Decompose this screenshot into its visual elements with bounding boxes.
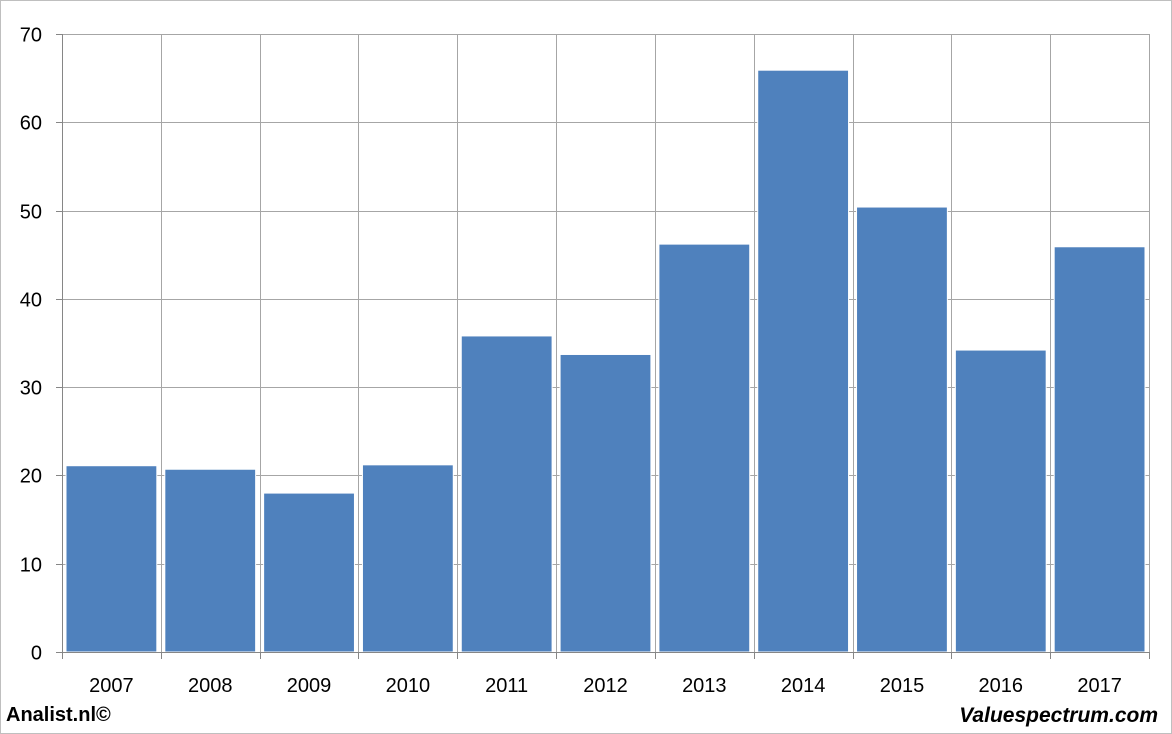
- x-tick-label: 2013: [682, 675, 727, 697]
- bar-2017: [1053, 246, 1146, 653]
- bar-2012: [559, 353, 652, 653]
- bar-2007: [65, 465, 158, 653]
- x-tick-label: 2012: [583, 675, 628, 697]
- bar-2010: [361, 464, 454, 653]
- bar-2008: [164, 468, 257, 653]
- x-tick-label: 2014: [781, 675, 826, 697]
- y-tick-label: 30: [20, 378, 42, 400]
- y-tick-label: 60: [20, 113, 42, 135]
- x-tick-labels: 2007 2008 2009 2010 2011 2012 2013 2014 2015 2016…: [89, 675, 1122, 697]
- y-tick-label: 20: [20, 466, 42, 488]
- valuespectrum-credit: Valuespectrum.com: [959, 704, 1158, 727]
- y-tick-label: 50: [20, 202, 42, 224]
- y-tick-labels: 0 10 20 30 40 50 60 70: [20, 25, 42, 665]
- y-tick-label: 40: [20, 290, 42, 312]
- bar-2014: [757, 69, 850, 653]
- x-tick-label: 2011: [485, 675, 528, 697]
- x-tick-label: 2007: [89, 675, 134, 697]
- x-tick-label: 2010: [386, 675, 431, 697]
- x-tick-label: 2008: [188, 675, 233, 697]
- bar-2009: [263, 492, 355, 653]
- y-tick-label: 10: [20, 555, 42, 577]
- y-tick-label: 70: [20, 25, 42, 47]
- x-tick-label: 2009: [287, 675, 332, 697]
- bar-2013: [658, 243, 751, 653]
- bar-2016: [954, 349, 1047, 653]
- bar-2011: [460, 335, 553, 653]
- x-tick-label: 2015: [880, 675, 925, 697]
- bars: [65, 69, 1146, 653]
- x-tick-label: 2016: [979, 675, 1024, 697]
- x-tick-label: 2017: [1077, 675, 1122, 697]
- axes: [56, 34, 1150, 659]
- y-tick-label: 0: [31, 643, 42, 665]
- analist-credit: Analist.nl©: [6, 704, 111, 726]
- bar-2015: [856, 206, 948, 653]
